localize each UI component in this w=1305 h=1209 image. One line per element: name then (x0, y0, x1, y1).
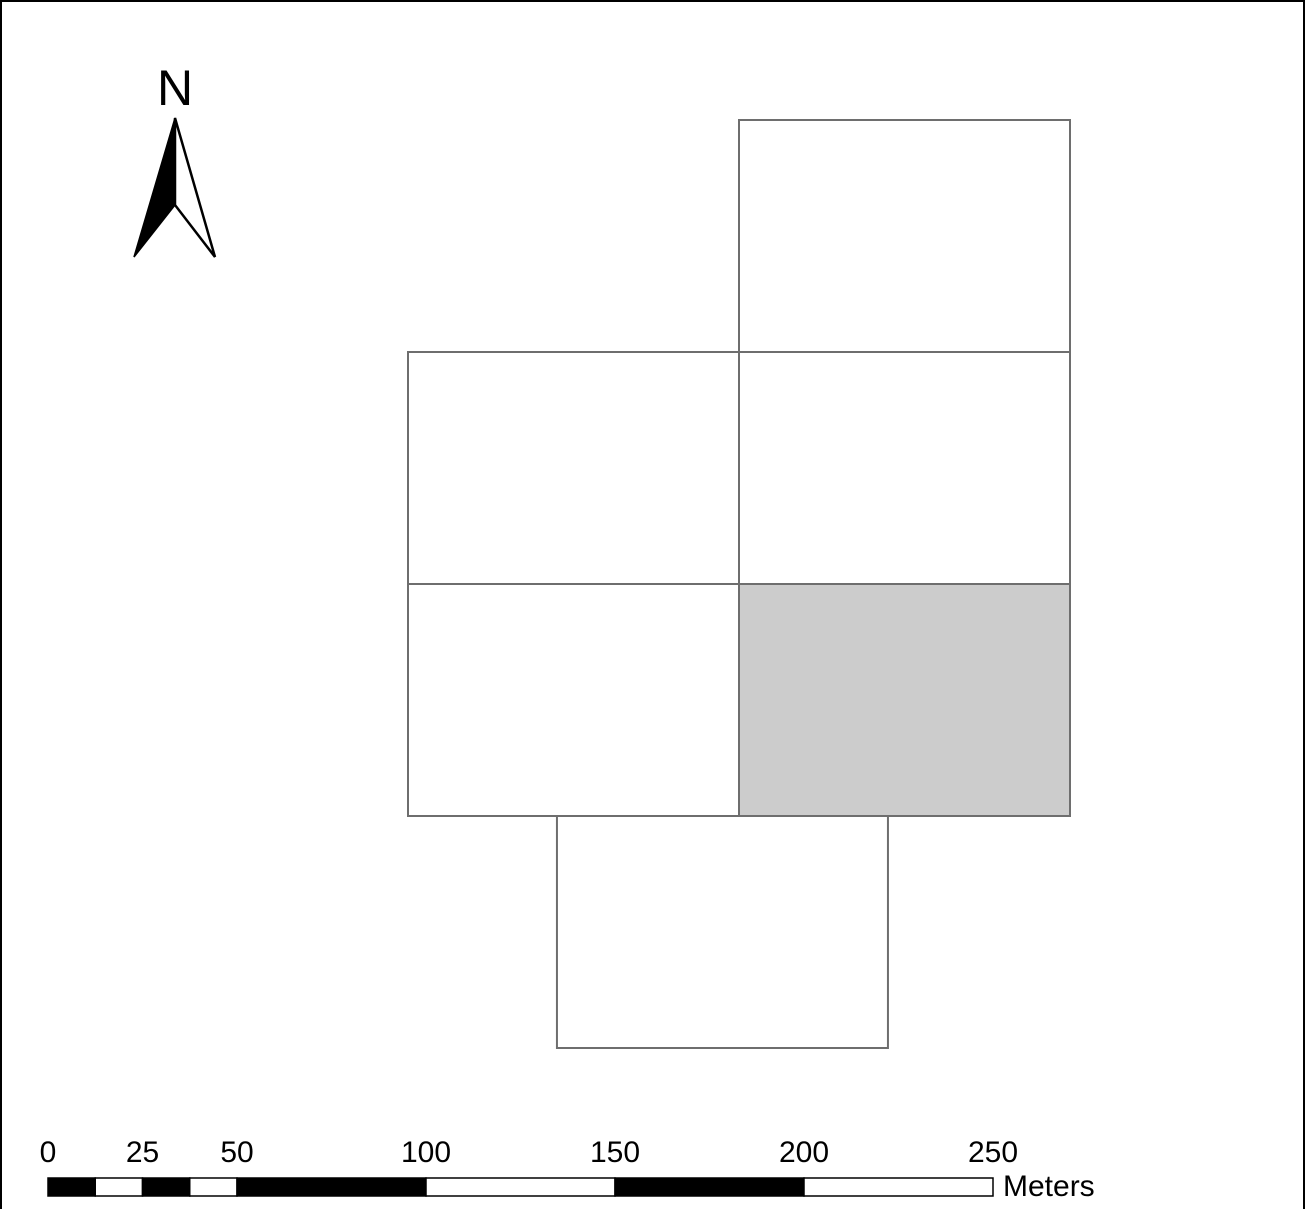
scale-bar-unit: Meters (1003, 1170, 1095, 1203)
scale-bar-segment (614, 1177, 805, 1197)
scale-bar-segment (189, 1177, 238, 1197)
scale-bar-tick-label: 250 (968, 1136, 1018, 1169)
scale-bar-tick-label: 0 (40, 1136, 57, 1169)
scale-bar-segment (141, 1177, 191, 1197)
scale-bar-tick-label: 100 (401, 1136, 451, 1169)
scale-bar-tick-label: 25 (126, 1136, 159, 1169)
north-arrow-right-half (173, 117, 217, 258)
map-cell (738, 351, 1071, 585)
map-cell-highlighted (738, 583, 1071, 817)
map-cell (555, 815, 889, 1049)
north-arrow: N (133, 60, 217, 258)
scale-bar-segment (425, 1177, 616, 1197)
scale-bar-tick-label: 200 (779, 1136, 829, 1169)
scale-bar-segment (47, 1177, 96, 1197)
scale-bar-tick-label: 50 (220, 1136, 253, 1169)
north-arrow-label: N (157, 60, 193, 116)
map-cell (738, 119, 1071, 353)
map-cell (407, 351, 740, 585)
scale-bar-segment (94, 1177, 144, 1197)
map-cell (407, 583, 740, 817)
scale-bar-tick-label: 150 (590, 1136, 640, 1169)
map-grid (407, 119, 1071, 1049)
scale-bar-segment (803, 1177, 994, 1197)
scale-bar-segment (236, 1177, 427, 1197)
scale-bar: Meters 0 25 50 100 150 200 250 (40, 1136, 1095, 1203)
